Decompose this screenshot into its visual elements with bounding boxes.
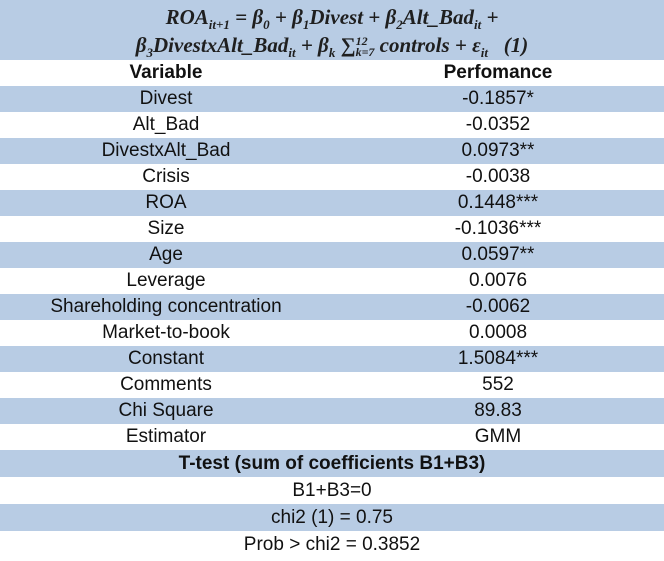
table-row: Constant 1.5084*** <box>0 346 664 372</box>
variable-cell: Divest <box>139 88 193 109</box>
results-table: Variable Perfomance Divest -0.1857* Alt_Bad -… <box>0 60 664 450</box>
value-cell: 1.5084*** <box>457 348 539 369</box>
value-cell: 0.0008 <box>468 322 528 343</box>
variable-cell: Leverage <box>126 270 206 291</box>
table-row: Alt_Bad -0.0352 <box>0 112 664 138</box>
variable-cell: Estimator <box>125 426 207 447</box>
subscript: k=7 <box>355 45 375 60</box>
variable-cell: Crisis <box>142 166 190 187</box>
superscript: 12 <box>355 34 368 49</box>
equation-text: + β <box>295 33 329 57</box>
subscript: 2 <box>396 17 403 33</box>
equation-text: ROA <box>165 5 209 29</box>
subscript: it+1 <box>208 17 230 33</box>
table-row: ROA 0.1448*** <box>0 190 664 216</box>
variable-cell: ROA <box>145 192 187 213</box>
table-row: Divest -0.1857* <box>0 86 664 112</box>
subscript: 0 <box>263 17 270 33</box>
t-test-section: T-test (sum of coefficients B1+B3) B1+B3=… <box>0 450 664 558</box>
value-cell: 0.0076 <box>468 270 528 291</box>
value-cell: -0.0062 <box>465 296 531 317</box>
value-cell: 0.1448*** <box>457 192 539 213</box>
table-row: Leverage 0.0076 <box>0 268 664 294</box>
table-row: Comments 552 <box>0 372 664 398</box>
table-row: Market-to-book 0.0008 <box>0 320 664 346</box>
subscript: it <box>288 45 296 61</box>
value-cell: 552 <box>482 374 514 395</box>
equation-text: β <box>135 33 147 57</box>
equation-text: + <box>481 5 499 29</box>
subscript: it <box>480 45 488 61</box>
header-cell: Variable <box>129 62 203 83</box>
value-cell: 0.0973** <box>461 140 535 161</box>
variable-cell: Market-to-book <box>102 322 230 343</box>
equation-text: + β <box>269 5 303 29</box>
equation-text: Alt_Bad <box>402 5 474 29</box>
sub-superscript: 12 k=7 <box>355 34 375 60</box>
value-cell: 0.0597** <box>461 244 535 265</box>
equation-text: DivestxAlt_Bad <box>153 33 289 57</box>
value-cell: -0.1036*** <box>454 218 542 239</box>
equation-text: controls + ε <box>374 33 481 57</box>
header-row: Variable Perfomance <box>0 60 664 86</box>
value-cell: -0.0038 <box>465 166 531 187</box>
equation-text: = β <box>229 5 264 29</box>
header-cell: Perfomance <box>443 62 553 83</box>
value-cell: 89.83 <box>474 400 522 421</box>
t-test-line: chi2 (1) = 0.75 <box>0 504 664 531</box>
value-cell: -0.1857* <box>462 88 534 109</box>
table-row: Chi Square 89.83 <box>0 398 664 424</box>
equation-text: (1) <box>487 33 529 57</box>
t-test-line: B1+B3=0 <box>292 480 372 501</box>
value-cell: -0.0352 <box>465 114 531 135</box>
variable-cell: Age <box>149 244 183 265</box>
variable-cell: Comments <box>120 374 212 395</box>
subscript: 1 <box>302 17 310 33</box>
subscript: 3 <box>146 45 154 61</box>
table-row: Size -0.1036*** <box>0 216 664 242</box>
t-test-line: Prob > chi2 = 0.3852 <box>243 534 421 555</box>
equation-line: ROAit+1 = β0 + β1Divest + β2Alt_Badit + <box>0 3 664 33</box>
table-row: Shareholding concentration -0.0062 <box>0 294 664 320</box>
table-row: Crisis -0.0038 <box>0 164 664 190</box>
equation: ROAit+1 = β0 + β1Divest + β2Alt_Badit + β… <box>0 0 664 60</box>
table-row: Age 0.0597** <box>0 242 664 268</box>
value-cell: GMM <box>474 426 522 447</box>
variable-cell: Constant <box>127 348 205 369</box>
table-row: Estimator GMM <box>0 424 664 450</box>
variable-cell: DivestxAlt_Bad <box>101 140 231 161</box>
variable-cell: Alt_Bad <box>132 114 200 135</box>
subscript: k <box>328 45 336 61</box>
variable-cell: Shareholding concentration <box>50 296 282 317</box>
variable-cell: Chi Square <box>118 400 214 421</box>
variable-cell: Size <box>147 218 185 239</box>
subscript: it <box>473 17 482 33</box>
table-row: DivestxAlt_Bad 0.0973** <box>0 138 664 164</box>
equation-text: Divest + β <box>309 5 397 29</box>
equation-text: ∑ <box>335 33 356 57</box>
equation-line: β3DivestxAlt_Badit + βk ∑ 12 k=7 controls … <box>0 31 664 61</box>
t-test-title: T-test (sum of coefficients B1+B3) <box>0 450 664 477</box>
